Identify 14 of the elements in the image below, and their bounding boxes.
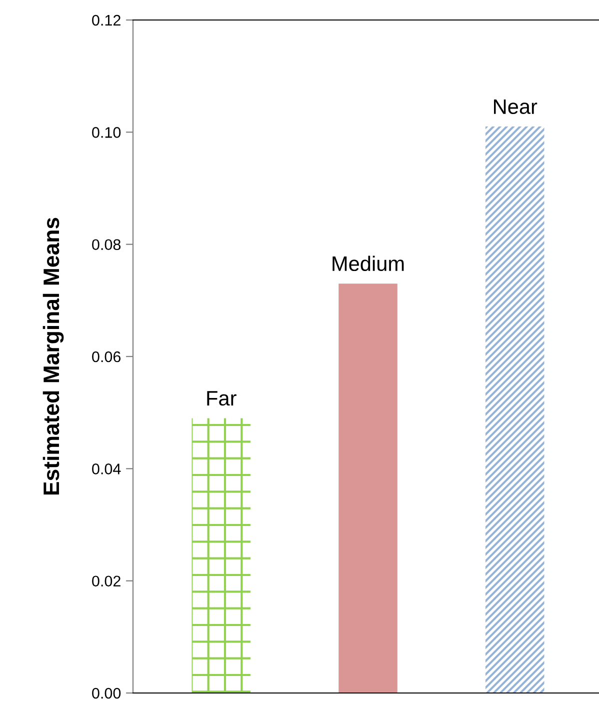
- x-tick-label: Far: [207, 391, 236, 406]
- y-tick-label: 0.04: [92, 464, 121, 474]
- y-tick-label: 0.08: [92, 239, 121, 250]
- bar: [338, 284, 398, 693]
- y-tick-label: 0.06: [92, 351, 121, 362]
- y-tick-label: 0.00: [92, 688, 121, 699]
- bar: [486, 126, 544, 693]
- x-tick-label: Medium: [332, 256, 404, 272]
- y-tick-label: 0.10: [92, 127, 121, 138]
- bar: [192, 418, 250, 693]
- y-axis-title: Estimated Marginal Means: [42, 218, 64, 495]
- x-tick-label: Near: [494, 99, 538, 114]
- y-tick-label: 0.02: [92, 576, 120, 587]
- y-tick-label: 0.12: [92, 14, 120, 26]
